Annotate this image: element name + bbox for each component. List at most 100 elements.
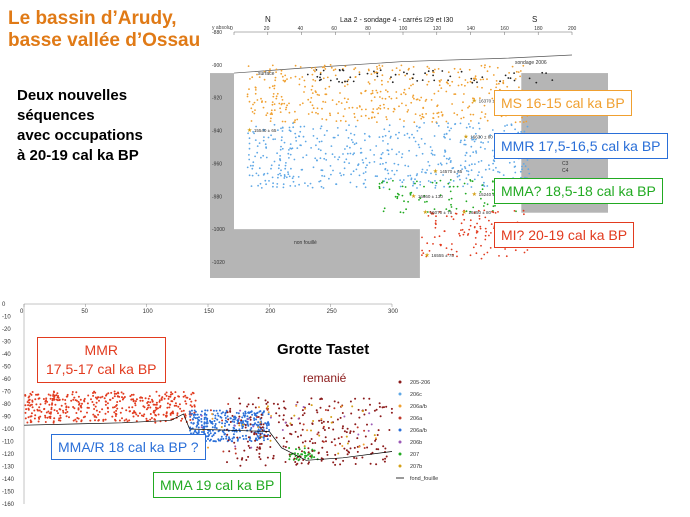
label-mi: MI? 20-19 cal ka BP bbox=[494, 222, 635, 248]
chart1-point bbox=[382, 140, 384, 142]
chart1-point bbox=[484, 148, 486, 150]
chart2-point bbox=[98, 411, 101, 413]
chart1-point bbox=[414, 182, 416, 185]
chart2-point bbox=[255, 418, 258, 421]
chart1-point-surface bbox=[406, 72, 408, 75]
chart1-point bbox=[498, 255, 500, 257]
chart2-point-other bbox=[207, 446, 209, 449]
chart2-point bbox=[282, 445, 285, 448]
chart2-point bbox=[67, 406, 70, 409]
chart1-point bbox=[299, 130, 302, 133]
chart1-point bbox=[409, 174, 412, 177]
chart1-point-surface bbox=[349, 76, 352, 79]
chart1-point bbox=[413, 136, 415, 139]
chart1-point bbox=[324, 101, 327, 103]
chart1-point bbox=[480, 160, 483, 162]
chart1-point bbox=[436, 112, 439, 115]
chart1-point bbox=[465, 200, 468, 203]
chart1-point bbox=[379, 104, 382, 107]
chart1-point bbox=[479, 227, 482, 230]
chart2-point bbox=[226, 415, 229, 418]
chart2-point bbox=[390, 407, 393, 410]
chart1-point bbox=[454, 123, 456, 126]
chart2-point bbox=[44, 421, 47, 423]
chart1-point bbox=[381, 152, 384, 154]
chart2-point bbox=[48, 415, 51, 418]
chart2-point bbox=[92, 394, 95, 397]
chart1-point bbox=[436, 104, 439, 107]
chart1-point bbox=[321, 66, 324, 69]
chart2-point bbox=[375, 448, 378, 451]
chart2-point bbox=[52, 390, 55, 393]
chart1-point bbox=[339, 172, 341, 175]
chart2-point bbox=[300, 434, 302, 437]
chart1-point bbox=[264, 143, 267, 146]
chart1-point bbox=[290, 77, 292, 79]
chart1-point bbox=[374, 79, 376, 81]
chart2-point bbox=[97, 419, 100, 421]
chart1-point bbox=[322, 77, 325, 80]
chart2-point bbox=[254, 439, 257, 442]
chart2-point bbox=[327, 427, 330, 429]
chart1-point bbox=[401, 153, 404, 155]
chart1-point bbox=[502, 81, 505, 84]
chart1-point bbox=[449, 84, 451, 87]
chart2-point bbox=[27, 404, 30, 407]
chart1-point bbox=[361, 159, 364, 161]
chart2-point bbox=[137, 414, 140, 417]
chart1-point bbox=[518, 86, 520, 89]
chart1-point bbox=[439, 162, 442, 165]
chart1-point bbox=[399, 211, 402, 214]
chart1-point bbox=[403, 134, 406, 136]
chart2-point bbox=[323, 429, 326, 431]
chart1-point bbox=[460, 117, 463, 120]
chart2-point-other bbox=[200, 414, 203, 417]
chart1-point bbox=[386, 90, 389, 93]
chart1-point bbox=[387, 143, 389, 145]
chart1-point bbox=[382, 210, 385, 213]
chart1-point-surface bbox=[376, 72, 379, 75]
chart2-point bbox=[258, 447, 261, 450]
chart2-point bbox=[52, 420, 55, 423]
chart2-point bbox=[232, 426, 235, 429]
chart2-point bbox=[205, 435, 208, 438]
chart1-xtick-label: 100 bbox=[399, 26, 408, 32]
chart2-point bbox=[134, 402, 137, 405]
chart2-point bbox=[185, 396, 188, 399]
chart1-xtick-label: 120 bbox=[433, 26, 442, 32]
chart2-point bbox=[257, 396, 260, 399]
chart1-point bbox=[490, 88, 492, 91]
chart2-point bbox=[347, 450, 350, 453]
chart1-point bbox=[358, 71, 361, 73]
chart2-point bbox=[339, 463, 342, 466]
chart1-point bbox=[481, 86, 483, 89]
chart1-point bbox=[447, 71, 450, 74]
chart2-point-other bbox=[233, 424, 236, 427]
chart1-point bbox=[396, 195, 399, 198]
chart2-point bbox=[194, 399, 197, 402]
chart2-point bbox=[77, 408, 80, 411]
chart1-point bbox=[305, 154, 308, 157]
chart1-point bbox=[424, 201, 426, 203]
chart1-point bbox=[262, 139, 265, 142]
chart1-point bbox=[465, 177, 468, 180]
chart1-point bbox=[437, 90, 440, 92]
chart2-point bbox=[64, 399, 67, 401]
chart1-point bbox=[479, 225, 482, 228]
chart2-point bbox=[192, 414, 195, 417]
chart2-point bbox=[33, 417, 36, 420]
chart1-point bbox=[450, 203, 452, 206]
chart1-xtick-label: 0 bbox=[230, 26, 233, 32]
chart1-point bbox=[408, 136, 411, 139]
chart1-point bbox=[319, 149, 322, 152]
chart1-point bbox=[289, 153, 292, 156]
chart1-point bbox=[474, 132, 477, 135]
chart2-ytick-label: -140 bbox=[2, 477, 15, 483]
chart1-point bbox=[277, 176, 279, 179]
chart2-legend-label: 206a bbox=[410, 416, 423, 422]
chart1-point bbox=[370, 73, 373, 75]
chart2-point bbox=[300, 462, 303, 465]
chart1-point bbox=[498, 171, 501, 174]
chart1-point bbox=[256, 145, 259, 148]
chart1-point bbox=[304, 140, 307, 143]
